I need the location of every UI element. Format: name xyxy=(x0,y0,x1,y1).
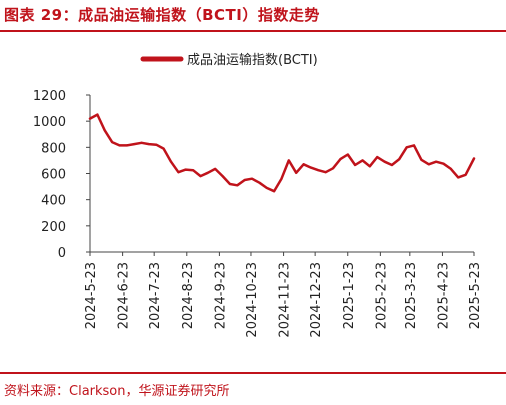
data-point xyxy=(420,158,423,161)
data-point xyxy=(287,159,290,162)
data-point xyxy=(118,144,121,147)
x-tick-label: 2025-1-23 xyxy=(342,262,357,329)
x-tick-label: 2024-10-23 xyxy=(245,262,260,338)
data-point xyxy=(346,153,349,156)
legend-label: 成品油运输指数(BCTI) xyxy=(187,52,318,68)
x-tick-label: 2025-2-23 xyxy=(374,262,389,329)
data-point xyxy=(457,176,460,179)
data-point xyxy=(177,171,180,174)
data-point xyxy=(89,117,91,120)
y-tick-label: 0 xyxy=(58,246,66,261)
y-tick-label: 600 xyxy=(41,168,66,183)
data-point xyxy=(140,141,143,144)
data-point xyxy=(427,163,430,166)
data-point xyxy=(332,167,334,170)
x-tick-label: 2024-9-23 xyxy=(213,262,228,329)
data-point xyxy=(221,175,224,178)
data-point xyxy=(368,165,371,168)
data-point xyxy=(96,113,99,116)
data-point xyxy=(103,129,106,132)
y-tick-label: 200 xyxy=(41,220,66,235)
data-point xyxy=(376,156,379,159)
source-note: 资料来源：Clarkson，华源证券研究所 xyxy=(4,384,230,399)
data-point xyxy=(361,159,364,162)
data-point xyxy=(228,183,231,185)
data-point xyxy=(155,143,158,146)
x-tick-label: 2024-5-23 xyxy=(84,262,99,329)
data-point xyxy=(243,179,246,181)
data-point xyxy=(162,147,165,150)
data-point xyxy=(354,164,357,166)
x-axis: 2024-5-23 2024-6-23 2024-7-23 2024-8-23 2024… xyxy=(84,251,483,338)
data-point xyxy=(339,158,342,161)
x-tick-label: 2024-12-23 xyxy=(309,262,324,338)
data-point xyxy=(473,157,475,160)
figure-title: 图表 29：成品油运输指数（BCTI）指数走势 xyxy=(4,6,320,24)
x-tick-label: 2024-6-23 xyxy=(117,262,132,329)
data-point xyxy=(309,166,312,169)
y-tick-label: 1200 xyxy=(33,89,66,104)
data-point xyxy=(199,175,202,178)
data-point xyxy=(383,160,386,163)
data-point xyxy=(302,163,305,166)
data-point xyxy=(170,160,172,163)
data-point xyxy=(398,158,401,161)
y-tick-label: 1000 xyxy=(33,115,66,130)
data-point xyxy=(206,171,209,174)
y-tick-label: 800 xyxy=(41,141,66,156)
series-line-bcti xyxy=(88,113,476,193)
data-point xyxy=(295,171,298,174)
data-point xyxy=(324,171,327,174)
title-rule xyxy=(0,30,506,32)
data-point xyxy=(184,168,187,171)
bcti-line-chart: 成品油运输指数(BCTI) 0 200 400 600 800 1000 1200 2024… xyxy=(33,52,483,338)
x-tick-label: 2024-11-23 xyxy=(278,262,293,338)
data-point xyxy=(280,177,283,180)
x-tick-label: 2025-3-23 xyxy=(404,262,419,329)
y-tick-label: 400 xyxy=(41,194,66,209)
data-point xyxy=(236,184,239,187)
data-point xyxy=(442,162,445,165)
data-point xyxy=(214,167,217,170)
y-axis: 0 200 400 600 800 1000 1200 xyxy=(33,89,91,261)
data-point xyxy=(317,169,320,172)
data-point xyxy=(413,144,415,147)
data-point xyxy=(273,190,276,193)
footer-rule xyxy=(0,372,506,374)
x-tick-label: 2025-5-23 xyxy=(468,262,483,329)
data-point xyxy=(147,143,150,146)
x-tick-label: 2024-7-23 xyxy=(148,262,163,329)
data-point xyxy=(251,177,253,180)
chart-legend: 成品油运输指数(BCTI) xyxy=(140,52,318,68)
data-point xyxy=(192,169,195,172)
data-point xyxy=(464,173,467,176)
data-point xyxy=(405,146,408,149)
data-point xyxy=(133,143,136,146)
data-point xyxy=(125,144,128,147)
data-point xyxy=(449,167,452,170)
data-point xyxy=(390,164,393,166)
x-tick-label: 2025-4-23 xyxy=(436,262,451,329)
x-tick-label: 2024-8-23 xyxy=(181,262,196,329)
data-point xyxy=(111,141,114,144)
data-point xyxy=(435,160,438,163)
data-point xyxy=(258,181,261,184)
data-point xyxy=(265,186,268,189)
series-layer xyxy=(88,113,476,193)
